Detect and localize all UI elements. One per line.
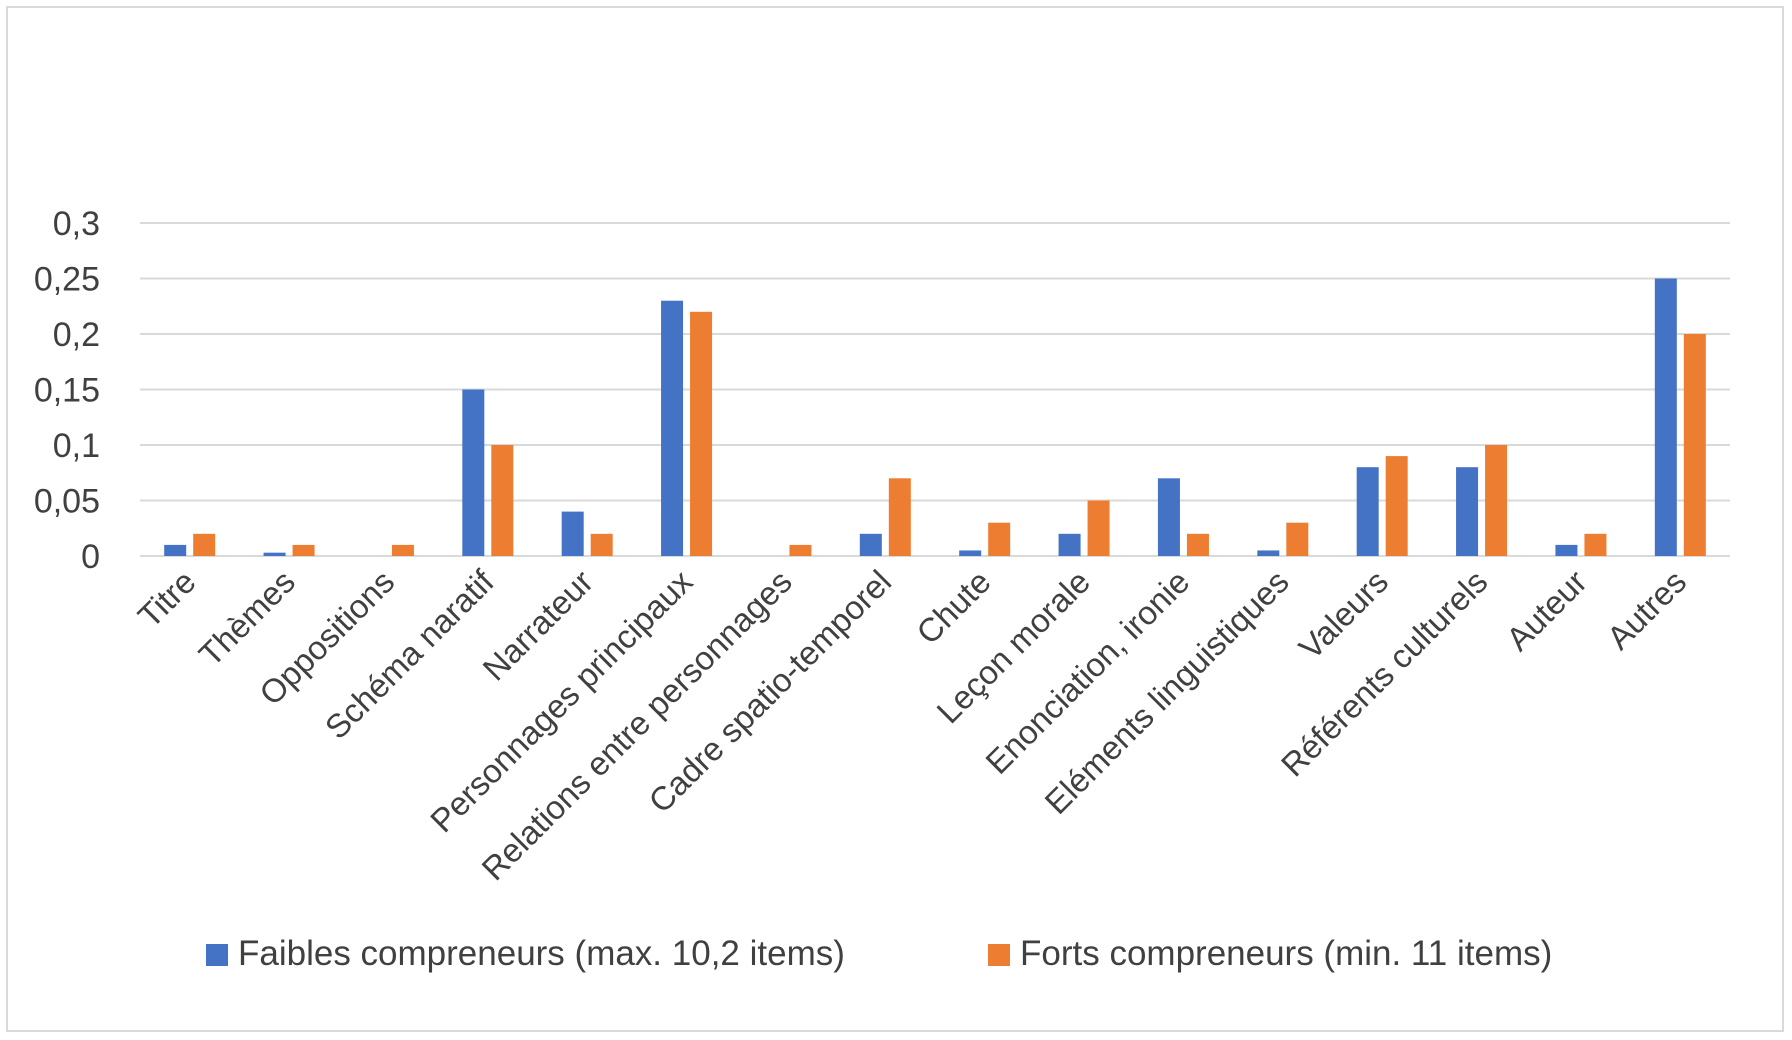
bar-faibles-8 — [959, 550, 982, 556]
bar-faibles-12 — [1356, 467, 1379, 556]
legend-label: Faibles compreneurs (max. 10,2 items) — [238, 934, 845, 973]
bar-forts-8 — [988, 522, 1011, 556]
x-tick-label: Chute — [909, 563, 997, 651]
bar-forts-6 — [789, 544, 812, 556]
legend: Faibles compreneurs (max. 10,2 items) For… — [206, 934, 1552, 973]
bar-forts-9 — [1087, 500, 1110, 556]
bar-forts-11 — [1286, 522, 1309, 556]
legend-label: Forts compreneurs (min. 11 items) — [1020, 934, 1552, 973]
bars — [164, 278, 1706, 556]
bar-forts-14 — [1584, 533, 1607, 556]
bar-faibles-11 — [1257, 550, 1280, 556]
bar-forts-13 — [1485, 445, 1508, 556]
x-tick-label: Autres — [1600, 563, 1694, 657]
bar-faibles-1 — [263, 552, 286, 556]
bar-faibles-4 — [561, 511, 584, 556]
bar-faibles-13 — [1456, 467, 1479, 556]
y-tick-label: 0 — [81, 538, 100, 576]
bar-forts-5 — [690, 311, 713, 556]
bar-faibles-15 — [1654, 278, 1677, 556]
y-tick-label: 0,1 — [53, 427, 100, 465]
x-tick-label: Auteur — [1499, 563, 1594, 658]
bar-faibles-14 — [1555, 544, 1578, 556]
bar-forts-10 — [1186, 533, 1209, 556]
legend-swatch — [206, 944, 228, 966]
y-axis-tick-labels: 0 0,05 0,1 0,15 0,2 0,25 0,3 — [34, 205, 100, 576]
x-tick-label: Schéma naratif — [318, 562, 502, 746]
bar-forts-3 — [491, 445, 514, 556]
y-tick-label: 0,05 — [34, 483, 100, 521]
x-tick-label: Titre — [131, 563, 203, 635]
bar-forts-1 — [292, 544, 315, 556]
bar-forts-12 — [1385, 456, 1408, 556]
bar-faibles-5 — [661, 300, 684, 556]
bar-forts-0 — [193, 533, 216, 556]
y-tick-label: 0,25 — [34, 261, 100, 299]
y-tick-label: 0,2 — [53, 316, 100, 354]
bar-forts-15 — [1683, 334, 1706, 556]
bar-faibles-7 — [859, 533, 882, 556]
bar-faibles-3 — [462, 389, 485, 556]
bar-faibles-0 — [164, 544, 187, 556]
bar-forts-2 — [391, 544, 414, 556]
bar-forts-4 — [590, 533, 613, 556]
bar-faibles-9 — [1058, 533, 1081, 556]
legend-swatch — [988, 944, 1010, 966]
bar-forts-7 — [888, 478, 911, 556]
bar-faibles-10 — [1157, 478, 1180, 556]
y-tick-label: 0,3 — [53, 205, 100, 243]
y-tick-label: 0,15 — [34, 372, 100, 410]
